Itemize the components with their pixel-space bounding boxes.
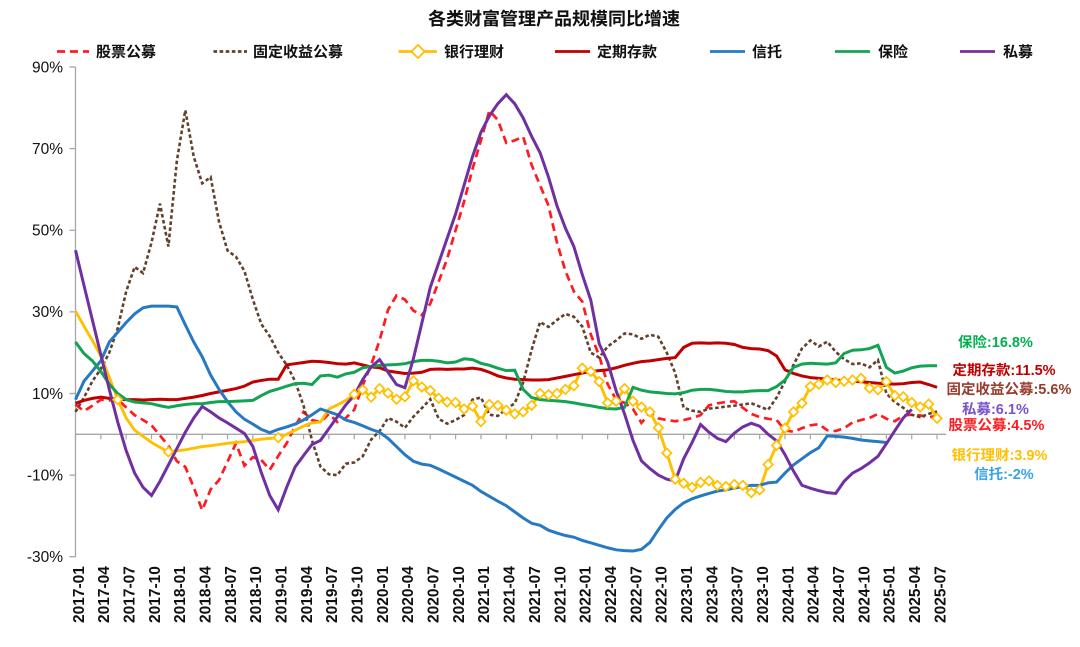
svg-text::5.6%: :5.6% bbox=[1033, 382, 1071, 398]
svg-text:2022-04: 2022-04 bbox=[603, 566, 620, 623]
svg-text:-10%: -10% bbox=[27, 467, 63, 484]
svg-text:2019-10: 2019-10 bbox=[350, 566, 367, 623]
svg-text:50%: 50% bbox=[32, 223, 63, 240]
svg-text:70%: 70% bbox=[32, 141, 63, 158]
svg-text:2024-01: 2024-01 bbox=[780, 566, 797, 623]
svg-text:2021-04: 2021-04 bbox=[502, 566, 519, 623]
svg-text:2022-10: 2022-10 bbox=[654, 566, 671, 623]
svg-text:2020-10: 2020-10 bbox=[451, 566, 468, 623]
svg-text:10%: 10% bbox=[32, 386, 63, 403]
svg-text:2023-07: 2023-07 bbox=[730, 566, 747, 623]
svg-text:90%: 90% bbox=[32, 59, 63, 76]
svg-text:2021-01: 2021-01 bbox=[476, 566, 493, 623]
svg-text:2022-07: 2022-07 bbox=[628, 566, 645, 623]
svg-text:2019-04: 2019-04 bbox=[299, 566, 316, 623]
svg-text:2018-01: 2018-01 bbox=[172, 566, 189, 623]
svg-text::-2%: :-2% bbox=[1003, 467, 1034, 483]
svg-text:2018-04: 2018-04 bbox=[198, 566, 215, 623]
svg-text:2017-01: 2017-01 bbox=[71, 566, 88, 623]
svg-text:2017-10: 2017-10 bbox=[147, 566, 164, 623]
svg-text:2024-10: 2024-10 bbox=[856, 566, 873, 623]
svg-text:30%: 30% bbox=[32, 304, 63, 321]
svg-text:2019-01: 2019-01 bbox=[274, 566, 291, 623]
svg-text:2021-10: 2021-10 bbox=[552, 566, 569, 623]
svg-text::6.1%: :6.1% bbox=[991, 402, 1029, 418]
svg-text:2018-07: 2018-07 bbox=[223, 566, 240, 623]
svg-text:2022-01: 2022-01 bbox=[578, 566, 595, 623]
svg-text:2020-04: 2020-04 bbox=[400, 566, 417, 623]
svg-text:2025-04: 2025-04 bbox=[907, 566, 924, 623]
svg-text:2025-01: 2025-01 bbox=[882, 566, 899, 623]
svg-text:2020-01: 2020-01 bbox=[375, 566, 392, 623]
svg-text::3.9%: :3.9% bbox=[1009, 448, 1047, 464]
svg-text:2017-04: 2017-04 bbox=[96, 566, 113, 623]
svg-text:2025-07: 2025-07 bbox=[932, 566, 949, 623]
svg-text:2024-04: 2024-04 bbox=[806, 566, 823, 623]
svg-text:2023-04: 2023-04 bbox=[704, 566, 721, 623]
svg-text::4.5%: :4.5% bbox=[1006, 418, 1044, 434]
svg-text:2020-07: 2020-07 bbox=[426, 566, 443, 623]
svg-text::11.5%: :11.5% bbox=[1010, 363, 1055, 379]
svg-text:2021-07: 2021-07 bbox=[527, 566, 544, 623]
svg-text:2019-07: 2019-07 bbox=[324, 566, 341, 623]
svg-text:2023-01: 2023-01 bbox=[679, 566, 696, 623]
svg-text:2018-10: 2018-10 bbox=[248, 566, 265, 623]
svg-text:2023-10: 2023-10 bbox=[755, 566, 772, 623]
svg-text:-30%: -30% bbox=[27, 549, 63, 566]
svg-text::16.8%: :16.8% bbox=[987, 335, 1033, 351]
svg-text:2024-07: 2024-07 bbox=[831, 566, 848, 623]
svg-text:2017-07: 2017-07 bbox=[121, 566, 138, 623]
